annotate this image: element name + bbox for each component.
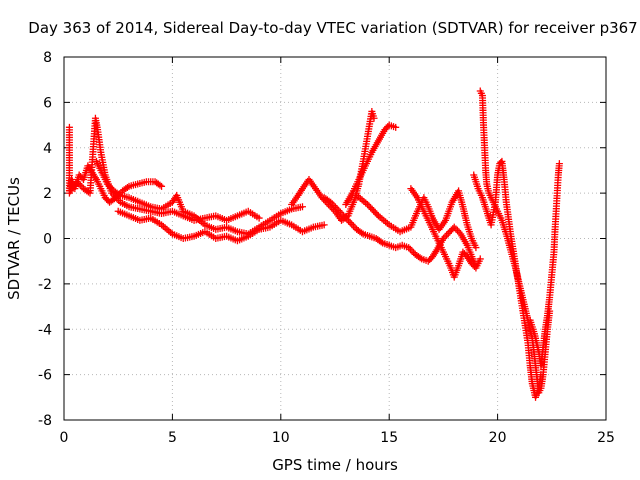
data-point bbox=[123, 183, 131, 191]
data-point bbox=[408, 247, 416, 255]
data-point bbox=[443, 231, 451, 239]
data-point bbox=[320, 221, 328, 229]
y-tick-label: 4 bbox=[43, 141, 52, 157]
data-point bbox=[368, 205, 376, 213]
data-point bbox=[416, 254, 424, 262]
chart-title: Day 363 of 2014, Sidereal Day-to-day VTE… bbox=[28, 19, 637, 37]
data-point bbox=[392, 123, 400, 131]
data-point bbox=[156, 181, 164, 189]
data-point bbox=[349, 222, 357, 230]
data-point bbox=[537, 371, 545, 379]
y-tick-label: -4 bbox=[38, 322, 52, 338]
data-point bbox=[476, 255, 484, 263]
data-point bbox=[348, 220, 356, 228]
data-point bbox=[373, 210, 381, 218]
x-tick-label: 25 bbox=[597, 430, 615, 446]
y-axis-label: SDTVAR / TECUs bbox=[5, 177, 23, 300]
data-point bbox=[371, 209, 379, 217]
data-point bbox=[346, 219, 354, 227]
data-points bbox=[65, 87, 563, 401]
y-tick-label: -8 bbox=[38, 413, 52, 429]
data-point bbox=[472, 244, 480, 252]
y-tick-label: 6 bbox=[43, 95, 52, 111]
data-point bbox=[255, 214, 263, 222]
x-tick-label: 20 bbox=[489, 430, 507, 446]
x-axis-label: GPS time / hours bbox=[272, 456, 398, 474]
plot-frame bbox=[63, 56, 607, 421]
data-point bbox=[555, 160, 563, 168]
y-tick-label: -6 bbox=[38, 368, 52, 384]
data-point bbox=[365, 202, 373, 210]
data-point bbox=[364, 200, 372, 208]
x-tick-label: 10 bbox=[272, 430, 290, 446]
y-tick-label: 8 bbox=[43, 50, 52, 66]
data-point bbox=[370, 114, 378, 122]
data-point bbox=[367, 204, 375, 212]
data-point bbox=[298, 203, 306, 211]
y-tick-label: -2 bbox=[38, 277, 52, 293]
data-point bbox=[370, 207, 378, 215]
grid bbox=[64, 57, 606, 420]
data-point bbox=[115, 190, 123, 198]
x-tick-label: 0 bbox=[60, 430, 69, 446]
x-tick-label: 15 bbox=[380, 430, 398, 446]
data-point bbox=[377, 238, 385, 246]
axis-ticks: 0 5 10 15 20 25 -8 -6 -4 -2 0 2 4 6 8 bbox=[38, 50, 615, 446]
x-tick-label: 5 bbox=[168, 430, 177, 446]
y-tick-label: 0 bbox=[43, 232, 52, 248]
data-point bbox=[158, 182, 166, 190]
data-point bbox=[358, 229, 366, 237]
data-point bbox=[497, 158, 505, 166]
y-tick-label: 2 bbox=[43, 186, 52, 202]
